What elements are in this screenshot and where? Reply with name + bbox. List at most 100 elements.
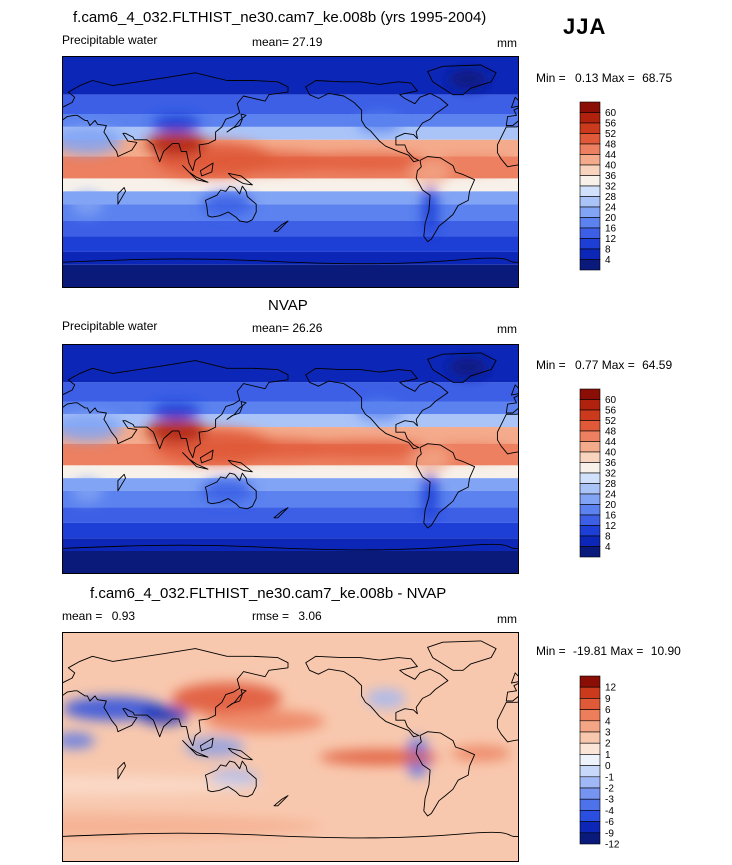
panel2-colorbar-box [579, 546, 601, 558]
panel1-coastline [227, 172, 253, 186]
panel1-colorbar-box [579, 101, 601, 113]
panel2-colorbar-box [579, 525, 601, 537]
panel1-left-label: Precipitable water [62, 33, 158, 47]
panel2-colorbar-label: 44 [605, 437, 617, 448]
panel1-colorbar-box [579, 248, 601, 260]
panel1-units: mm [497, 36, 517, 50]
panel1-colorbar-box [579, 206, 601, 218]
panel2-title: NVAP [268, 297, 308, 314]
panel3-antarctica-coastline [62, 831, 519, 839]
panel1-colorbar-box [579, 175, 601, 187]
panel1-coastline [226, 113, 247, 133]
panel1-colorbar-label: 52 [605, 129, 617, 140]
panel3-colorbar-box [579, 776, 601, 789]
panel3-coastline [182, 740, 209, 758]
panel2-colorbar-box [579, 451, 601, 463]
panel2-coastline [510, 384, 519, 396]
panel2-colorbar-label: 12 [605, 521, 617, 532]
panel3-colorbar-label: -4 [605, 806, 614, 817]
panel3-colorbar-label: 12 [605, 683, 617, 694]
panel1-colorbar-label: 32 [605, 182, 617, 193]
panel2-coastline [415, 443, 476, 529]
panel1-colorbar-label: 60 [605, 108, 617, 119]
panel3-colorbar-box [579, 720, 601, 733]
panel3-colorbar-label: -12 [605, 840, 620, 851]
panel1-coastline [117, 187, 126, 205]
panel2-colorbar-label: 56 [605, 406, 617, 417]
panel1-colorbar-box [579, 154, 601, 166]
panel3-colorbar-label: 3 [605, 728, 611, 739]
panel2-mean-value: 26.26 [292, 321, 323, 335]
panel3-colorbar-label: 6 [605, 705, 611, 716]
panel2-colorbar-box [579, 399, 601, 411]
panel2-colorbar-box [579, 483, 601, 495]
panel1-colorbar-label: 12 [605, 234, 617, 245]
panel2-coastline [199, 449, 214, 464]
panel3-colorbar-box [579, 765, 601, 778]
panel3-mean-label: mean = [62, 609, 103, 623]
panel1-map [62, 56, 519, 288]
panel3-coastline [415, 731, 476, 817]
panel3-rmse-value: 3.06 [298, 609, 322, 623]
panel3-mean: mean = 0.93 [62, 609, 135, 623]
panel2-colorbar-label: 16 [605, 511, 617, 522]
panel1-coastline [427, 64, 497, 96]
panel2-colorbar-box [579, 504, 601, 516]
panel1-title: f.cam6_4_032.FLTHIST_ne30.cam7_ke.008b (… [73, 9, 487, 26]
panel2-colorbar-label: 52 [605, 416, 617, 427]
panel3-colorbar-box [579, 798, 601, 811]
panel2-units: mm [497, 322, 517, 336]
panel1-colorbar-box [579, 112, 601, 124]
panel1-colorbar-box [579, 164, 601, 176]
panel3-coastline [226, 689, 247, 708]
panel1-colorbar-label: 40 [605, 161, 617, 172]
panel3-coastline [427, 640, 497, 671]
panel3-coastline [117, 761, 126, 780]
panel3-colorbar-label: 2 [605, 739, 611, 750]
panel2-colorbar-box [579, 430, 601, 442]
panel2-coastline [182, 452, 209, 470]
panel1-colorbar-box [579, 133, 601, 145]
panel2-colorbar-label: 40 [605, 448, 617, 459]
panel2-colorbar-box [579, 420, 601, 432]
panel2-colorbar-box [579, 462, 601, 474]
panel1-coastline [199, 162, 214, 177]
panel2-coastline [227, 459, 253, 473]
panel3-colorbar-label: -1 [605, 772, 614, 783]
panel1-colorbar-label: 44 [605, 150, 617, 161]
panel1-coastline [204, 185, 257, 223]
panel2-colorbar-label: 20 [605, 500, 617, 511]
panel1-colorbar-label: 4 [605, 255, 611, 266]
panel2-max-value: 64.59 [642, 358, 673, 372]
panel3-colorbar-label: -9 [605, 828, 614, 839]
panel3-colorbar-box [579, 686, 601, 699]
panel2-colorbar-box [579, 441, 601, 453]
panel2-coastline [117, 473, 126, 492]
panel2-colorbar-label: 32 [605, 469, 617, 480]
panel3-colorbar-box [579, 731, 601, 744]
panel2-colorbar-label: 28 [605, 479, 617, 490]
panel1-min-value: 0.13 [575, 71, 599, 85]
panel1-colorbar-label: 36 [605, 171, 617, 182]
panel2-minmax: Min = 0.77 Max = 64.59 [536, 358, 672, 372]
panel3-colorbar-label: -3 [605, 795, 614, 806]
panel1-colorbar-label: 28 [605, 192, 617, 203]
panel2-coastline [226, 401, 247, 420]
panel2-coastline [273, 507, 289, 519]
panel3-colorbar-label: 9 [605, 694, 611, 705]
panel3-colorbar-box [579, 742, 601, 755]
panel1-coastline [62, 72, 289, 172]
season-label: JJA [563, 14, 607, 39]
panel2-coastline [204, 472, 257, 510]
panel3-coastline [305, 655, 449, 738]
panel2-coastline [62, 360, 289, 459]
panel3-colorbar-box [579, 754, 601, 766]
panel1-coastline [305, 80, 449, 163]
panel1-coastline [182, 165, 209, 183]
panel2-colorbar-label: 8 [605, 532, 611, 543]
panel1-colorbar-box [579, 122, 601, 134]
panel3-coastline [510, 672, 519, 684]
panel2-colorbar-label: 60 [605, 395, 617, 406]
